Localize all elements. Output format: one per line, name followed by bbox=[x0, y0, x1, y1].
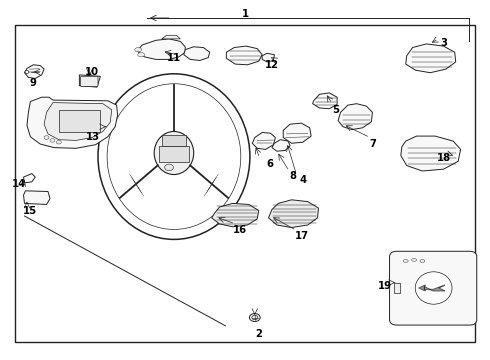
Bar bbox=[59, 110, 100, 132]
Ellipse shape bbox=[403, 260, 408, 262]
Text: 13: 13 bbox=[86, 132, 100, 142]
Text: 14: 14 bbox=[11, 179, 26, 189]
Ellipse shape bbox=[50, 139, 55, 142]
Polygon shape bbox=[283, 123, 311, 143]
Polygon shape bbox=[162, 35, 180, 39]
Polygon shape bbox=[272, 140, 290, 151]
Ellipse shape bbox=[412, 258, 416, 261]
Polygon shape bbox=[79, 75, 100, 87]
Ellipse shape bbox=[135, 48, 142, 52]
Text: 7: 7 bbox=[369, 139, 376, 149]
Text: 15: 15 bbox=[23, 206, 36, 216]
Bar bbox=[15, 25, 475, 342]
Polygon shape bbox=[401, 136, 461, 171]
Text: 2: 2 bbox=[255, 329, 262, 339]
Text: 18: 18 bbox=[437, 153, 450, 163]
Text: 4: 4 bbox=[299, 175, 306, 185]
Ellipse shape bbox=[415, 272, 452, 304]
Text: 19: 19 bbox=[378, 281, 392, 291]
Polygon shape bbox=[24, 174, 35, 183]
Polygon shape bbox=[269, 200, 318, 228]
Text: 12: 12 bbox=[265, 60, 279, 70]
Polygon shape bbox=[44, 103, 112, 140]
Polygon shape bbox=[252, 132, 275, 149]
Text: 17: 17 bbox=[294, 231, 308, 241]
Ellipse shape bbox=[98, 74, 250, 239]
Text: 11: 11 bbox=[167, 53, 181, 63]
Polygon shape bbox=[24, 65, 44, 78]
Ellipse shape bbox=[249, 314, 260, 321]
Ellipse shape bbox=[154, 131, 194, 175]
Polygon shape bbox=[24, 191, 50, 204]
Ellipse shape bbox=[420, 260, 425, 262]
Bar bbox=[162, 135, 186, 146]
Text: 6: 6 bbox=[266, 159, 273, 169]
Text: 5: 5 bbox=[332, 105, 339, 115]
Polygon shape bbox=[406, 44, 456, 73]
Text: 8: 8 bbox=[290, 171, 296, 181]
Polygon shape bbox=[262, 53, 274, 62]
Ellipse shape bbox=[252, 315, 258, 320]
Ellipse shape bbox=[25, 71, 29, 73]
Text: 1: 1 bbox=[242, 9, 248, 19]
Ellipse shape bbox=[138, 53, 145, 57]
Ellipse shape bbox=[56, 140, 61, 144]
Polygon shape bbox=[27, 97, 118, 148]
Polygon shape bbox=[212, 203, 259, 227]
Polygon shape bbox=[338, 104, 372, 130]
Ellipse shape bbox=[44, 136, 49, 139]
FancyBboxPatch shape bbox=[390, 251, 477, 325]
Text: 16: 16 bbox=[233, 225, 247, 235]
Text: 10: 10 bbox=[85, 67, 99, 77]
FancyBboxPatch shape bbox=[80, 76, 98, 86]
Polygon shape bbox=[226, 46, 262, 65]
Bar bbox=[159, 146, 189, 162]
Polygon shape bbox=[419, 285, 445, 291]
Bar bbox=[394, 283, 400, 293]
Polygon shape bbox=[313, 93, 337, 109]
Ellipse shape bbox=[165, 164, 173, 171]
Polygon shape bbox=[137, 39, 185, 59]
Text: 9: 9 bbox=[30, 78, 37, 88]
Polygon shape bbox=[184, 47, 210, 60]
Text: 3: 3 bbox=[440, 38, 447, 48]
